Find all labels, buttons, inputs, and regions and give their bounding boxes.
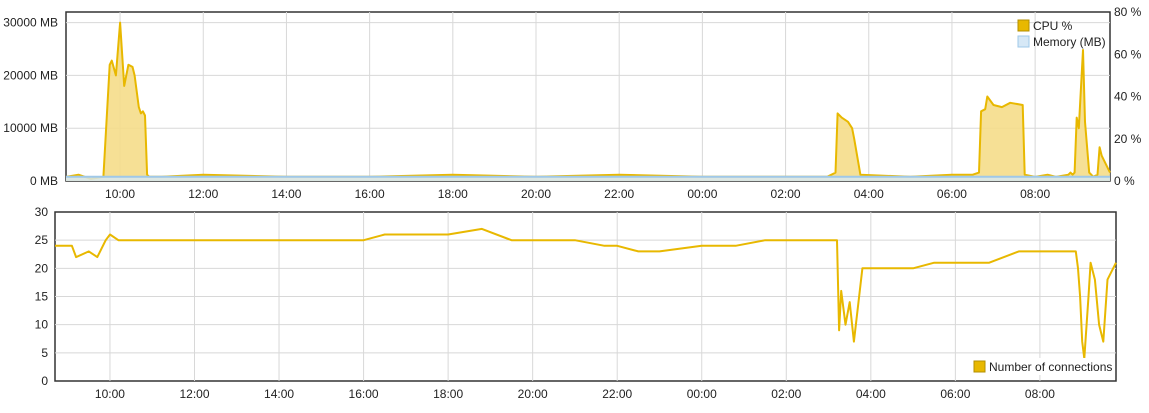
legend-label-cpu: CPU % bbox=[1033, 19, 1073, 33]
x-tick-label: 14:00 bbox=[271, 187, 301, 201]
y-tick-label: 10 bbox=[35, 318, 49, 332]
x-tick-label: 14:00 bbox=[264, 387, 294, 401]
x-tick-label: 06:00 bbox=[940, 387, 970, 401]
y-left-tick-label: 10000 MB bbox=[3, 121, 58, 135]
x-tick-label: 22:00 bbox=[604, 187, 634, 201]
plot-frame bbox=[65, 11, 1111, 182]
legend-swatch-cpu bbox=[1017, 19, 1030, 32]
connections-chart: 10:00 12:00 14:00 16:00 18:00 20:00 22:00 00:00… bbox=[35, 205, 1117, 401]
x-tick-label: 18:00 bbox=[438, 187, 468, 201]
x-tick-label: 18:00 bbox=[433, 387, 463, 401]
x-tick-label: 02:00 bbox=[771, 387, 801, 401]
legend-label-memory: Memory (MB) bbox=[1033, 35, 1106, 49]
x-tick-label: 06:00 bbox=[937, 187, 967, 201]
x-tick-label: 12:00 bbox=[179, 387, 209, 401]
legend-swatch-connections bbox=[973, 360, 986, 373]
x-tick-label: 10:00 bbox=[95, 387, 125, 401]
x-tick-label: 20:00 bbox=[518, 387, 548, 401]
x-tick-label: 16:00 bbox=[349, 387, 379, 401]
connections-line bbox=[55, 227, 1117, 360]
x-tick-label: 08:00 bbox=[1025, 387, 1055, 401]
x-tick-label: 02:00 bbox=[771, 187, 801, 201]
y-right-tick-label: 0 % bbox=[1114, 174, 1135, 188]
legend-label-connections: Number of connections bbox=[989, 360, 1112, 374]
y-tick-label: 25 bbox=[35, 233, 49, 247]
cpu-line bbox=[65, 21, 1111, 180]
y-tick-label: 20 bbox=[35, 261, 49, 275]
cpu-area bbox=[66, 22, 1110, 181]
x-tick-label: 16:00 bbox=[355, 187, 385, 201]
y-tick-label: 0 bbox=[41, 374, 48, 388]
y-left-tick-label: 0 MB bbox=[30, 174, 58, 188]
legend-background bbox=[970, 358, 1110, 375]
x-tick-label: 12:00 bbox=[188, 187, 218, 201]
x-tick-label: 00:00 bbox=[687, 187, 717, 201]
y-right-tick-label: 80 % bbox=[1114, 5, 1142, 19]
y-tick-label: 5 bbox=[41, 346, 48, 360]
y-right-tick-label: 60 % bbox=[1114, 47, 1142, 61]
x-tick-label: 04:00 bbox=[854, 187, 884, 201]
y-left-tick-label: 30000 MB bbox=[3, 16, 58, 30]
x-tick-label: 00:00 bbox=[687, 387, 717, 401]
y-tick-label: 15 bbox=[35, 290, 49, 304]
x-tick-label: 22:00 bbox=[602, 387, 632, 401]
y-right-tick-label: 40 % bbox=[1114, 90, 1142, 104]
memory-area bbox=[66, 176, 1110, 181]
y-right-tick-label: 20 % bbox=[1114, 132, 1142, 146]
y-tick-label: 30 bbox=[35, 205, 49, 219]
x-tick-label: 20:00 bbox=[521, 187, 551, 201]
x-tick-label: 04:00 bbox=[856, 387, 886, 401]
legend-swatch-memory bbox=[1017, 35, 1030, 48]
cpu-memory-chart: 10:00 12:00 14:00 16:00 18:00 20:00 22:00 00:00… bbox=[3, 5, 1141, 201]
y-left-tick-label: 20000 MB bbox=[3, 68, 58, 82]
x-tick-label: 10:00 bbox=[105, 187, 135, 201]
x-tick-label: 08:00 bbox=[1020, 187, 1050, 201]
